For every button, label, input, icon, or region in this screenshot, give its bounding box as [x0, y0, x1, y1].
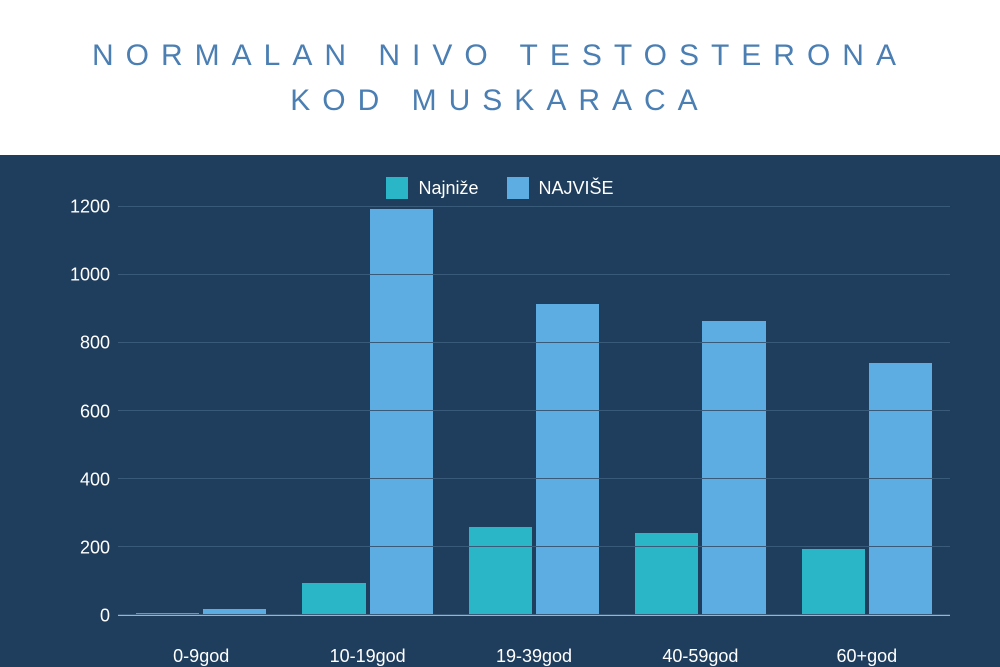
y-axis: 020040060080010001200	[50, 207, 110, 616]
gridline	[118, 614, 950, 615]
bar	[302, 583, 365, 615]
bar-group	[617, 207, 783, 615]
title-band: NORMALAN NIVO TESTOSTERONA KOD MUSKARACA	[0, 0, 1000, 155]
gridline	[118, 410, 950, 411]
page: NORMALAN NIVO TESTOSTERONA KOD MUSKARACA…	[0, 0, 1000, 667]
x-tick-label: 0-9god	[118, 646, 284, 667]
y-tick-label: 1000	[50, 265, 110, 286]
legend-swatch	[386, 177, 408, 199]
plot-wrap: 020040060080010001200	[0, 207, 1000, 636]
bar	[869, 363, 932, 615]
gridline	[118, 478, 950, 479]
legend-label: NAJVIŠE	[539, 178, 614, 199]
y-tick-label: 400	[50, 469, 110, 490]
y-tick-label: 200	[50, 537, 110, 558]
gridline	[118, 206, 950, 207]
legend-item: NAJVIŠE	[507, 177, 614, 199]
bar	[802, 549, 865, 615]
chart-area: Najniže NAJVIŠE 0 200 400 600 800 1000 1200 0-9…	[0, 155, 1000, 667]
gridline	[118, 342, 950, 343]
y-tick-label: 800	[50, 333, 110, 354]
bar-group	[451, 207, 617, 615]
bar	[536, 304, 599, 615]
legend-swatch	[507, 177, 529, 199]
bar-group	[284, 207, 450, 615]
gridline	[118, 274, 950, 275]
plot	[118, 207, 950, 616]
legend-label: Najniže	[418, 178, 478, 199]
bar	[469, 527, 532, 615]
bar-group	[784, 207, 950, 615]
x-tick-label: 60+god	[784, 646, 950, 667]
legend-item: Najniže	[386, 177, 478, 199]
x-tick-label: 19-39god	[451, 646, 617, 667]
x-axis: 0-9god10-19god19-39god40-59god60+god	[0, 636, 1000, 667]
bar-groups	[118, 207, 950, 615]
x-tick-label: 40-59god	[617, 646, 783, 667]
page-title: NORMALAN NIVO TESTOSTERONA KOD MUSKARACA	[40, 33, 960, 123]
chart-legend: Najniže NAJVIŠE	[0, 155, 1000, 207]
y-tick-label: 600	[50, 401, 110, 422]
gridline	[118, 546, 950, 547]
bar	[370, 209, 433, 615]
bar-group	[118, 207, 284, 615]
y-tick-label: 1200	[50, 197, 110, 218]
x-tick-label: 10-19god	[284, 646, 450, 667]
bar	[702, 321, 765, 615]
y-tick-label: 0	[50, 606, 110, 627]
